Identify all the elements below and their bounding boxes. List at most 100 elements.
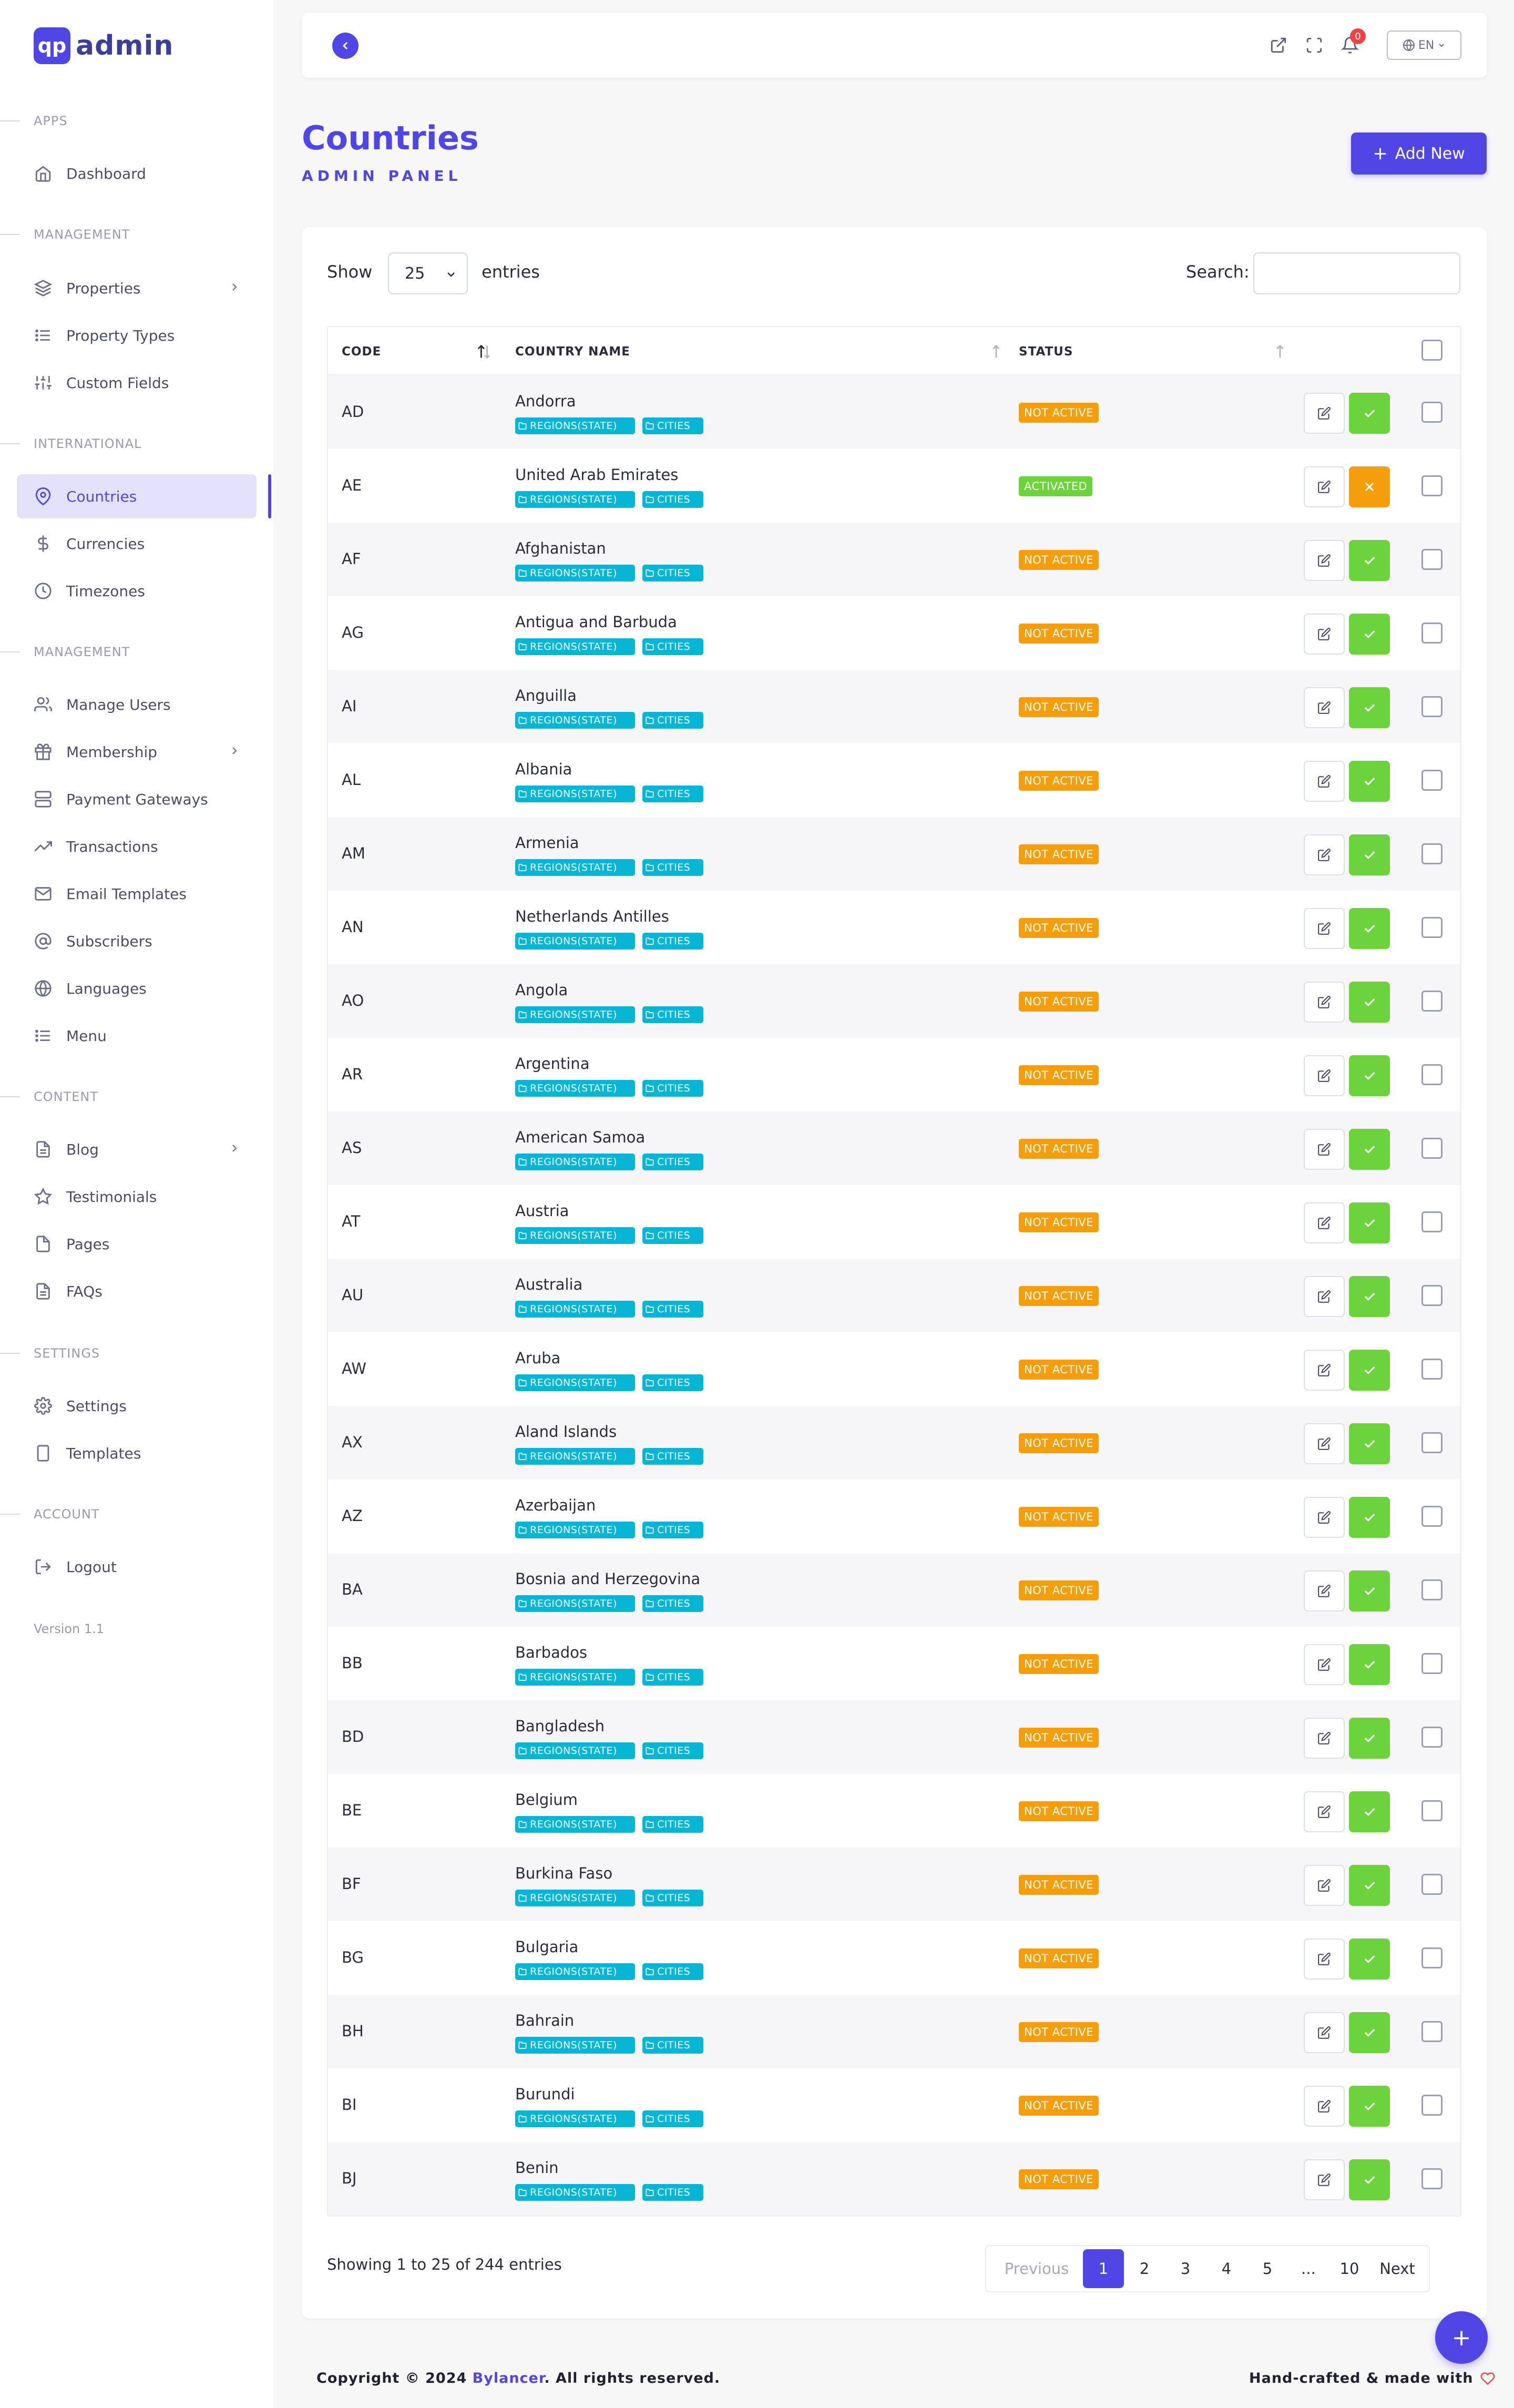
cities-link[interactable]: CITIES [642,638,703,655]
row-checkbox[interactable] [1421,696,1443,717]
sidebar-item-timezones[interactable]: Timezones [17,569,257,613]
sidebar-item-countries[interactable]: Countries [17,474,257,518]
toggle-status-button[interactable] [1349,540,1390,581]
sidebar-item-membership[interactable]: Membership [17,730,257,774]
regions-link[interactable]: REGIONS(STATE) [515,417,635,434]
floating-add-button[interactable]: + [1435,2311,1488,2364]
cities-link[interactable]: CITIES [642,1080,703,1097]
brand-logo[interactable]: qp admin [34,27,173,64]
toggle-status-button[interactable] [1349,393,1390,434]
sidebar-item-dashboard[interactable]: Dashboard [17,151,257,196]
regions-link[interactable]: REGIONS(STATE) [515,638,635,655]
external-link-icon[interactable] [1267,34,1290,57]
cities-link[interactable]: CITIES [642,1301,703,1318]
cities-link[interactable]: CITIES [642,1890,703,1906]
edit-button[interactable] [1304,466,1345,507]
fullscreen-icon[interactable] [1303,34,1326,57]
toggle-status-button[interactable] [1349,1938,1390,1980]
sort-icon[interactable] [987,343,1005,361]
cities-link[interactable]: CITIES [642,1154,703,1170]
pagination-page[interactable]: 10 [1339,2260,1359,2278]
row-checkbox[interactable] [1421,2095,1443,2116]
toggle-status-button[interactable] [1349,834,1390,875]
language-selector[interactable]: EN [1387,30,1461,60]
regions-link[interactable]: REGIONS(STATE) [515,491,635,508]
cities-link[interactable]: CITIES [642,491,703,508]
cities-link[interactable]: CITIES [642,1448,703,1465]
edit-button[interactable] [1304,1718,1345,1759]
toggle-status-button[interactable] [1349,908,1390,949]
sidebar-item-transactions[interactable]: Transactions [17,824,257,869]
regions-link[interactable]: REGIONS(STATE) [515,859,635,876]
edit-button[interactable] [1304,1202,1345,1243]
edit-button[interactable] [1304,1938,1345,1980]
toggle-status-button[interactable] [1349,687,1390,728]
sidebar-item-testimonials[interactable]: Testimonials [17,1175,257,1219]
regions-link[interactable]: REGIONS(STATE) [515,1301,635,1318]
edit-button[interactable] [1304,1276,1345,1317]
edit-button[interactable] [1304,982,1345,1023]
cities-link[interactable]: CITIES [642,1669,703,1686]
toggle-status-button[interactable] [1349,1791,1390,1832]
toggle-status-button[interactable] [1349,1129,1390,1170]
regions-link[interactable]: REGIONS(STATE) [515,1154,635,1170]
sort-icon[interactable] [1271,343,1289,361]
cities-link[interactable]: CITIES [642,1595,703,1612]
toggle-status-button[interactable] [1349,761,1390,802]
row-checkbox[interactable] [1421,843,1443,864]
cities-link[interactable]: CITIES [642,712,703,729]
toggle-status-button[interactable] [1349,1865,1390,1906]
edit-button[interactable] [1304,687,1345,728]
sidebar-item-blog[interactable]: Blog [17,1127,257,1171]
row-checkbox[interactable] [1421,1211,1443,1232]
row-checkbox[interactable] [1421,917,1443,938]
row-checkbox[interactable] [1421,549,1443,570]
row-checkbox[interactable] [1421,1064,1443,1085]
toggle-status-button[interactable] [1349,2159,1390,2200]
edit-button[interactable] [1304,1350,1345,1391]
sidebar-item-properties[interactable]: Properties [17,266,257,310]
row-checkbox[interactable] [1421,1874,1443,1895]
regions-link[interactable]: REGIONS(STATE) [515,1080,635,1097]
toggle-status-button[interactable] [1349,1497,1390,1538]
toggle-status-button[interactable] [1349,1350,1390,1391]
company-link[interactable]: Bylancer [472,2370,545,2386]
row-checkbox[interactable] [1421,2168,1443,2189]
row-checkbox[interactable] [1421,2021,1443,2042]
sidebar-item-subscribers[interactable]: Subscribers [17,919,257,963]
edit-button[interactable] [1304,2086,1345,2127]
row-checkbox[interactable] [1421,991,1443,1012]
row-checkbox[interactable] [1421,1138,1443,1159]
toggle-status-button[interactable] [1349,1570,1390,1611]
sidebar-item-logout[interactable]: Logout [17,1545,257,1589]
cities-link[interactable]: CITIES [642,1742,703,1759]
regions-link[interactable]: REGIONS(STATE) [515,1448,635,1465]
page-size-select[interactable]: 25 [388,252,468,294]
cities-link[interactable]: CITIES [642,785,703,802]
regions-link[interactable]: REGIONS(STATE) [515,2110,635,2127]
pagination-page[interactable]: 1 [1083,2249,1124,2288]
column-header-country-name[interactable]: COUNTRY NAME [515,345,630,359]
regions-link[interactable]: REGIONS(STATE) [515,785,635,802]
edit-button[interactable] [1304,393,1345,434]
row-checkbox[interactable] [1421,623,1443,644]
sidebar-item-menu[interactable]: Menu [17,1014,257,1058]
edit-button[interactable] [1304,1423,1345,1464]
regions-link[interactable]: REGIONS(STATE) [515,933,635,950]
collapse-sidebar-button[interactable] [332,33,359,59]
row-checkbox[interactable] [1421,1800,1443,1821]
toggle-status-button[interactable] [1349,2086,1390,2127]
cities-link[interactable]: CITIES [642,1522,703,1538]
edit-button[interactable] [1304,1644,1345,1685]
cities-link[interactable]: CITIES [642,1374,703,1391]
edit-button[interactable] [1304,2012,1345,2053]
regions-link[interactable]: REGIONS(STATE) [515,1374,635,1391]
row-checkbox[interactable] [1421,1727,1443,1748]
sidebar-item-custom-fields[interactable]: Custom Fields [17,361,257,405]
row-checkbox[interactable] [1421,1947,1443,1968]
cities-link[interactable]: CITIES [642,2184,703,2201]
row-checkbox[interactable] [1421,1432,1443,1453]
sidebar-item-languages[interactable]: Languages [17,966,257,1011]
edit-button[interactable] [1304,614,1345,655]
toggle-status-button[interactable] [1349,1202,1390,1243]
